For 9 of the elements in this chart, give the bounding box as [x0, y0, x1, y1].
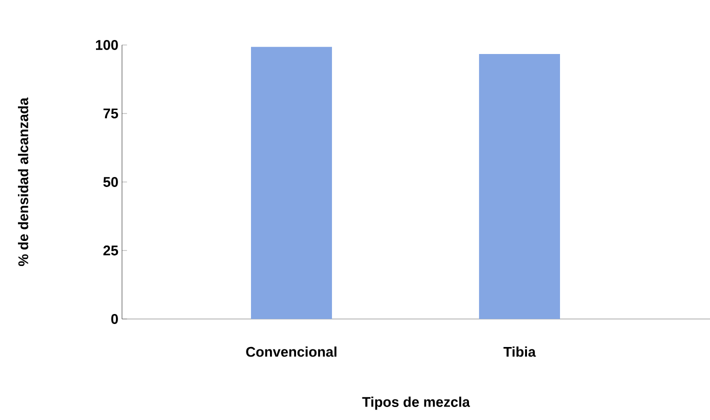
y-tick-label: 50 — [103, 177, 118, 187]
y-tick-label: 25 — [103, 246, 118, 256]
x-tick-label: Tibia — [503, 346, 536, 357]
x-tick-label: Convencional — [246, 346, 336, 357]
y-tick-label: 100 — [96, 40, 118, 50]
y-tick-label: 0 — [111, 314, 118, 324]
x-axis-title: Tipos de mezcla — [362, 396, 470, 410]
y-tick-label: 75 — [104, 108, 118, 118]
y-axis-title: % de densidad alcanzada — [18, 98, 28, 266]
